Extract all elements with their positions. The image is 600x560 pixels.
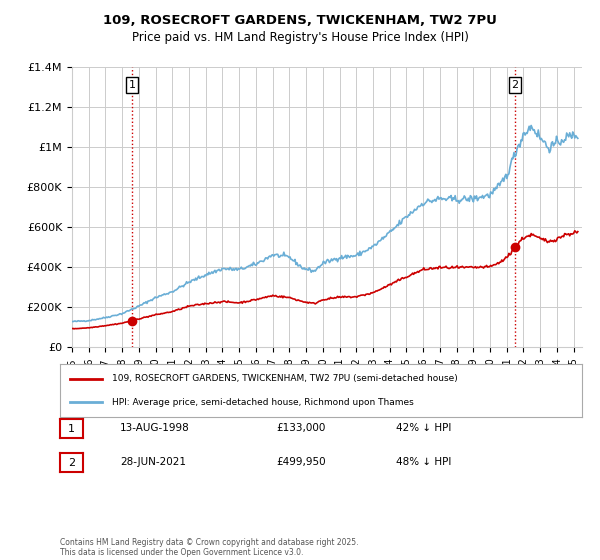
Text: 1: 1 [128,80,136,90]
Text: 48% ↓ HPI: 48% ↓ HPI [396,457,451,467]
Text: 109, ROSECROFT GARDENS, TWICKENHAM, TW2 7PU (semi-detached house): 109, ROSECROFT GARDENS, TWICKENHAM, TW2 … [112,375,458,384]
Text: Price paid vs. HM Land Registry's House Price Index (HPI): Price paid vs. HM Land Registry's House … [131,31,469,44]
Text: 2: 2 [512,80,518,90]
Text: 109, ROSECROFT GARDENS, TWICKENHAM, TW2 7PU: 109, ROSECROFT GARDENS, TWICKENHAM, TW2 … [103,14,497,27]
Text: £133,000: £133,000 [276,423,325,433]
Text: £499,950: £499,950 [276,457,326,467]
Text: 2: 2 [68,458,75,468]
Text: 42% ↓ HPI: 42% ↓ HPI [396,423,451,433]
Text: 1: 1 [68,424,75,434]
Text: Contains HM Land Registry data © Crown copyright and database right 2025.
This d: Contains HM Land Registry data © Crown c… [60,538,359,557]
Text: 13-AUG-1998: 13-AUG-1998 [120,423,190,433]
Text: 28-JUN-2021: 28-JUN-2021 [120,457,186,467]
Text: HPI: Average price, semi-detached house, Richmond upon Thames: HPI: Average price, semi-detached house,… [112,398,414,407]
